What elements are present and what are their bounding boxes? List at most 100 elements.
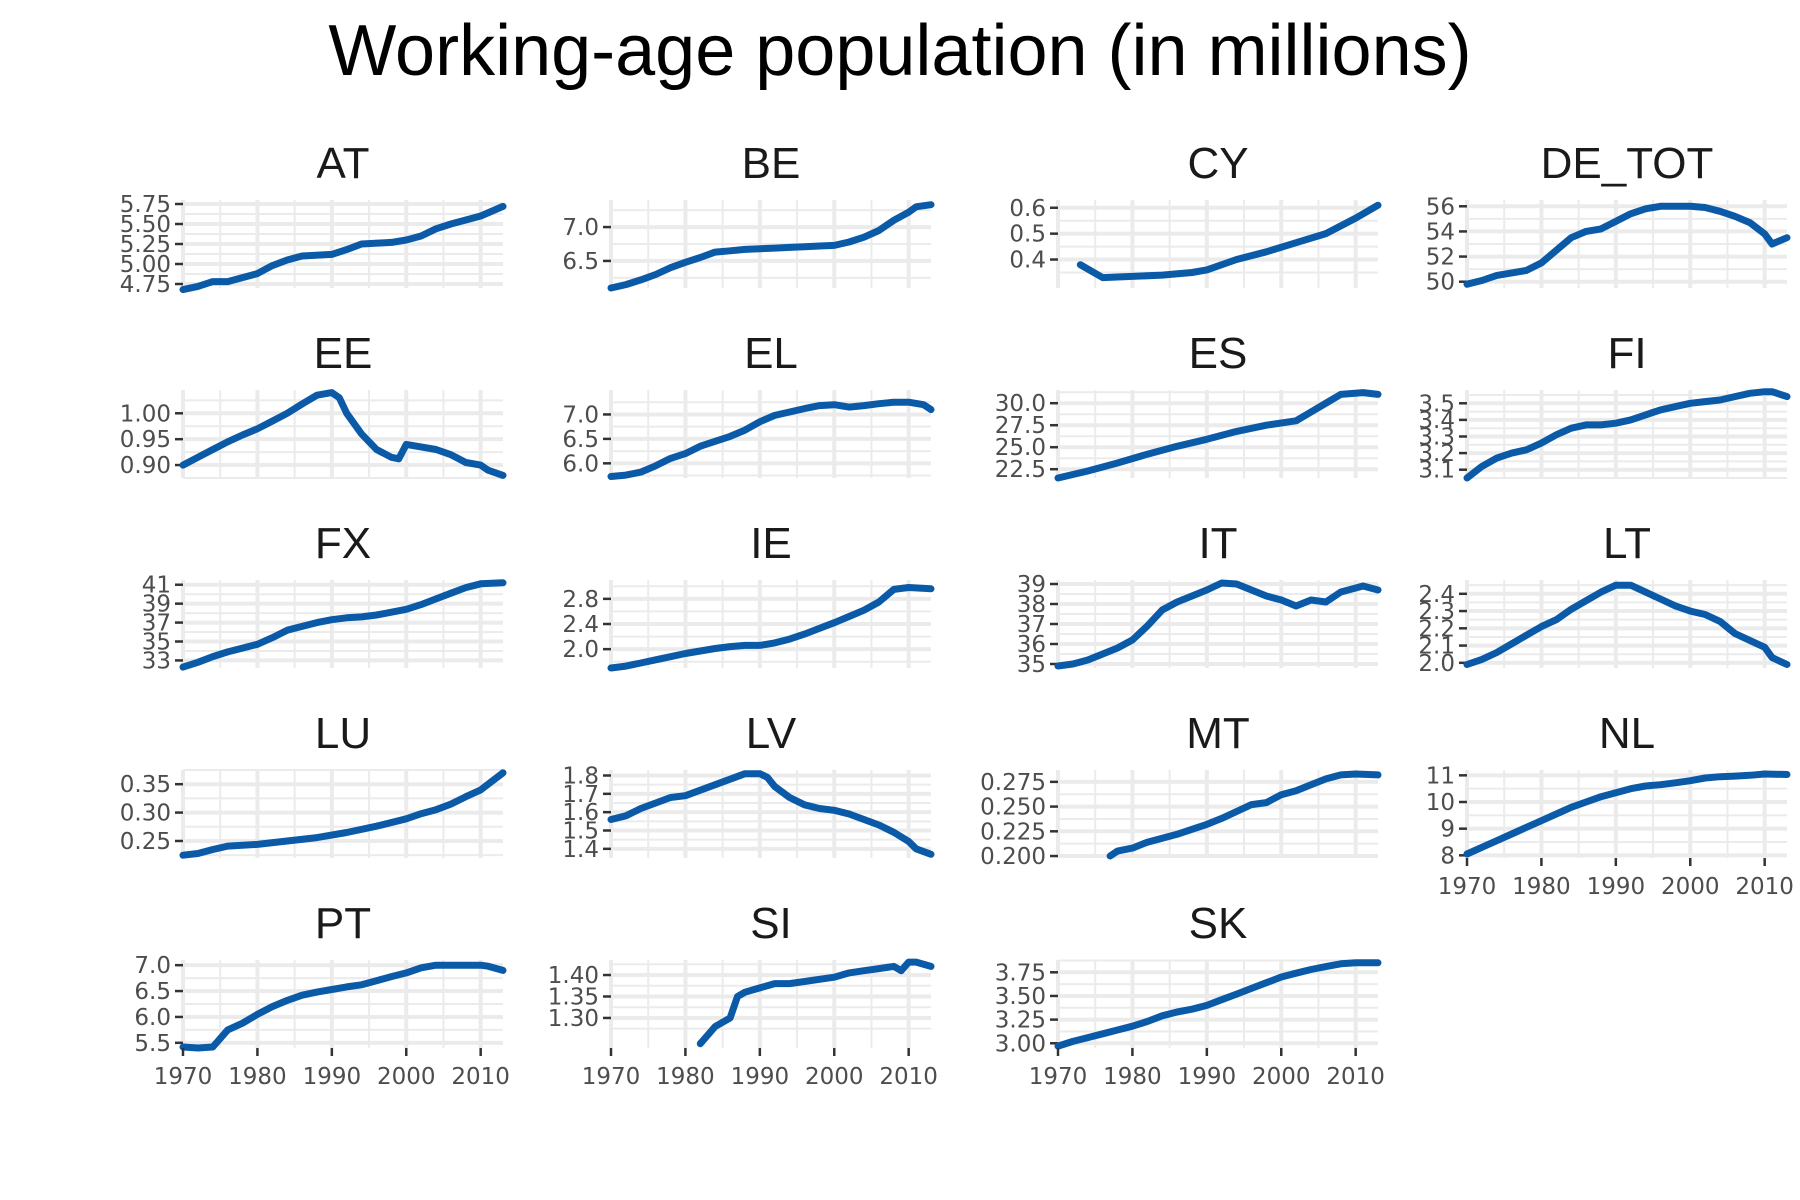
x-tick-label: 1980 — [1512, 874, 1571, 900]
chart-title: Working-age population (in millions) — [328, 11, 1472, 91]
series-line-fi — [1463, 388, 1791, 482]
x-tick-label: 1990 — [1178, 1064, 1237, 1090]
y-tick-label: 3.4 — [1418, 408, 1455, 434]
y-tick-label: 0.275 — [980, 770, 1046, 796]
panel-si: SI 1.301.351.40 1970 1980 1990 2000 2010 — [548, 899, 938, 1090]
series-line-sk — [1054, 959, 1382, 1050]
y-tick-label: 25.0 — [995, 435, 1046, 461]
x-tick-label: 2010 — [879, 1064, 938, 1090]
series-line-mt — [1106, 770, 1382, 860]
y-tick-label: 3.5 — [1418, 391, 1455, 417]
y-tick-label: 33 — [142, 648, 171, 674]
y-tick-label: 5.75 — [120, 192, 171, 218]
panel-ie: IE 2.02.42.8 — [562, 519, 935, 672]
x-tick-label: 1980 — [228, 1064, 287, 1090]
panel-lt: LT 2.02.12.22.32.4 — [1418, 519, 1791, 677]
x-tick-label: 2010 — [451, 1064, 510, 1090]
x-tick-label: 2010 — [1735, 874, 1794, 900]
x-tick-label: 1970 — [1029, 1064, 1088, 1090]
y-tick-label: 5.00 — [120, 252, 171, 278]
y-tick-label: 2.3 — [1418, 599, 1455, 625]
y-tick-label: 3.2 — [1418, 441, 1455, 467]
y-tick-label: 56 — [1426, 194, 1455, 220]
y-tick-label: 0.25 — [120, 829, 171, 855]
panel-title: SI — [750, 899, 792, 948]
y-tick-label: 11 — [1426, 763, 1455, 789]
y-tick-label: 0.95 — [120, 427, 171, 453]
x-tick-label: 1970 — [582, 1064, 641, 1090]
x-tick-label: 1980 — [1103, 1064, 1162, 1090]
y-tick-label: 0.225 — [980, 819, 1046, 845]
y-tick-label: 6.0 — [562, 451, 599, 477]
y-tick-label: 50 — [1426, 270, 1455, 296]
panel-title: FI — [1607, 329, 1646, 378]
panel-es: ES 22.525.027.530.0 — [995, 329, 1382, 483]
panel-title: AT — [317, 139, 370, 188]
panel-title: BE — [742, 139, 801, 188]
y-tick-label: 41 — [142, 573, 171, 599]
series-line-fx — [179, 579, 507, 671]
y-tick-label: 1.40 — [548, 963, 599, 989]
series-line-ie — [607, 584, 935, 672]
series-line-si — [696, 958, 935, 1048]
y-tick-label: 35 — [1017, 652, 1046, 678]
x-tick-label: 1970 — [154, 1064, 213, 1090]
y-tick-label: 0.5 — [1009, 222, 1046, 248]
y-tick-label: 9 — [1440, 817, 1455, 843]
series-line-at — [179, 202, 507, 294]
y-tick-label: 2.4 — [1418, 582, 1455, 608]
y-tick-label: 0.250 — [980, 795, 1046, 821]
y-tick-label: 30.0 — [995, 391, 1046, 417]
y-tick-label: 2.8 — [562, 587, 599, 613]
panel-ee: EE 0.900.951.00 — [120, 329, 507, 479]
y-tick-label: 5.25 — [120, 232, 171, 258]
y-tick-label: 52 — [1426, 245, 1455, 271]
panel-title: NL — [1599, 709, 1655, 758]
panel-cy: CY 0.40.50.6 — [1009, 139, 1382, 288]
panel-title: FX — [315, 519, 371, 568]
y-tick-label: 0.200 — [980, 844, 1046, 870]
y-tick-label: 1.30 — [548, 1006, 599, 1032]
y-tick-label: 5.5 — [134, 1031, 171, 1057]
y-tick-label: 1.7 — [562, 782, 599, 808]
y-tick-label: 3.75 — [995, 960, 1046, 986]
x-tick-label: 1980 — [656, 1064, 715, 1090]
y-tick-label: 0.30 — [120, 801, 171, 827]
y-tick-label: 39 — [1017, 572, 1046, 598]
panel-title: CY — [1187, 139, 1248, 188]
series-line-cy — [1076, 201, 1382, 282]
y-tick-label: 1.8 — [562, 764, 599, 790]
x-tick-label: 2000 — [805, 1064, 864, 1090]
panel-title: SK — [1189, 899, 1248, 948]
panel-lu: LU 0.250.30 0.35 — [120, 709, 507, 859]
panel-title: EL — [744, 329, 798, 378]
x-tick-label: 1990 — [1587, 874, 1646, 900]
y-tick-label: 1.35 — [548, 984, 599, 1010]
y-tick-label: 36 — [1017, 632, 1046, 658]
panel-title: EE — [314, 329, 373, 378]
y-tick-label: 3.3 — [1418, 424, 1455, 450]
y-tick-label: 1.6 — [562, 800, 599, 826]
y-tick-label: 6.5 — [562, 427, 599, 453]
y-tick-label: 37 — [1017, 612, 1046, 638]
y-tick-label: 1.00 — [120, 401, 171, 427]
y-tick-label: 0.90 — [120, 453, 171, 479]
y-tick-label: 7.0 — [562, 215, 599, 241]
y-tick-label: 35 — [142, 630, 171, 656]
series-line-nl — [1463, 770, 1791, 858]
y-tick-label: 0.35 — [120, 772, 171, 798]
y-tick-label: 10 — [1426, 790, 1455, 816]
panel-title: IT — [1198, 519, 1237, 568]
y-tick-label: 8 — [1440, 843, 1455, 869]
y-tick-label: 7.0 — [562, 402, 599, 428]
y-tick-label: 3.1 — [1418, 458, 1455, 484]
y-tick-label: 7.0 — [134, 953, 171, 979]
panel-fi: FI 3.13.23.33.43.5 — [1418, 329, 1791, 484]
y-tick-label: 6.0 — [134, 1005, 171, 1031]
panel-el: EL 6.06.57.0 — [562, 329, 935, 480]
y-tick-label: 3.00 — [995, 1031, 1046, 1057]
panel-lv: LV 1.41.51.61.71.8 — [562, 709, 935, 863]
y-tick-label: 6.5 — [562, 249, 599, 275]
